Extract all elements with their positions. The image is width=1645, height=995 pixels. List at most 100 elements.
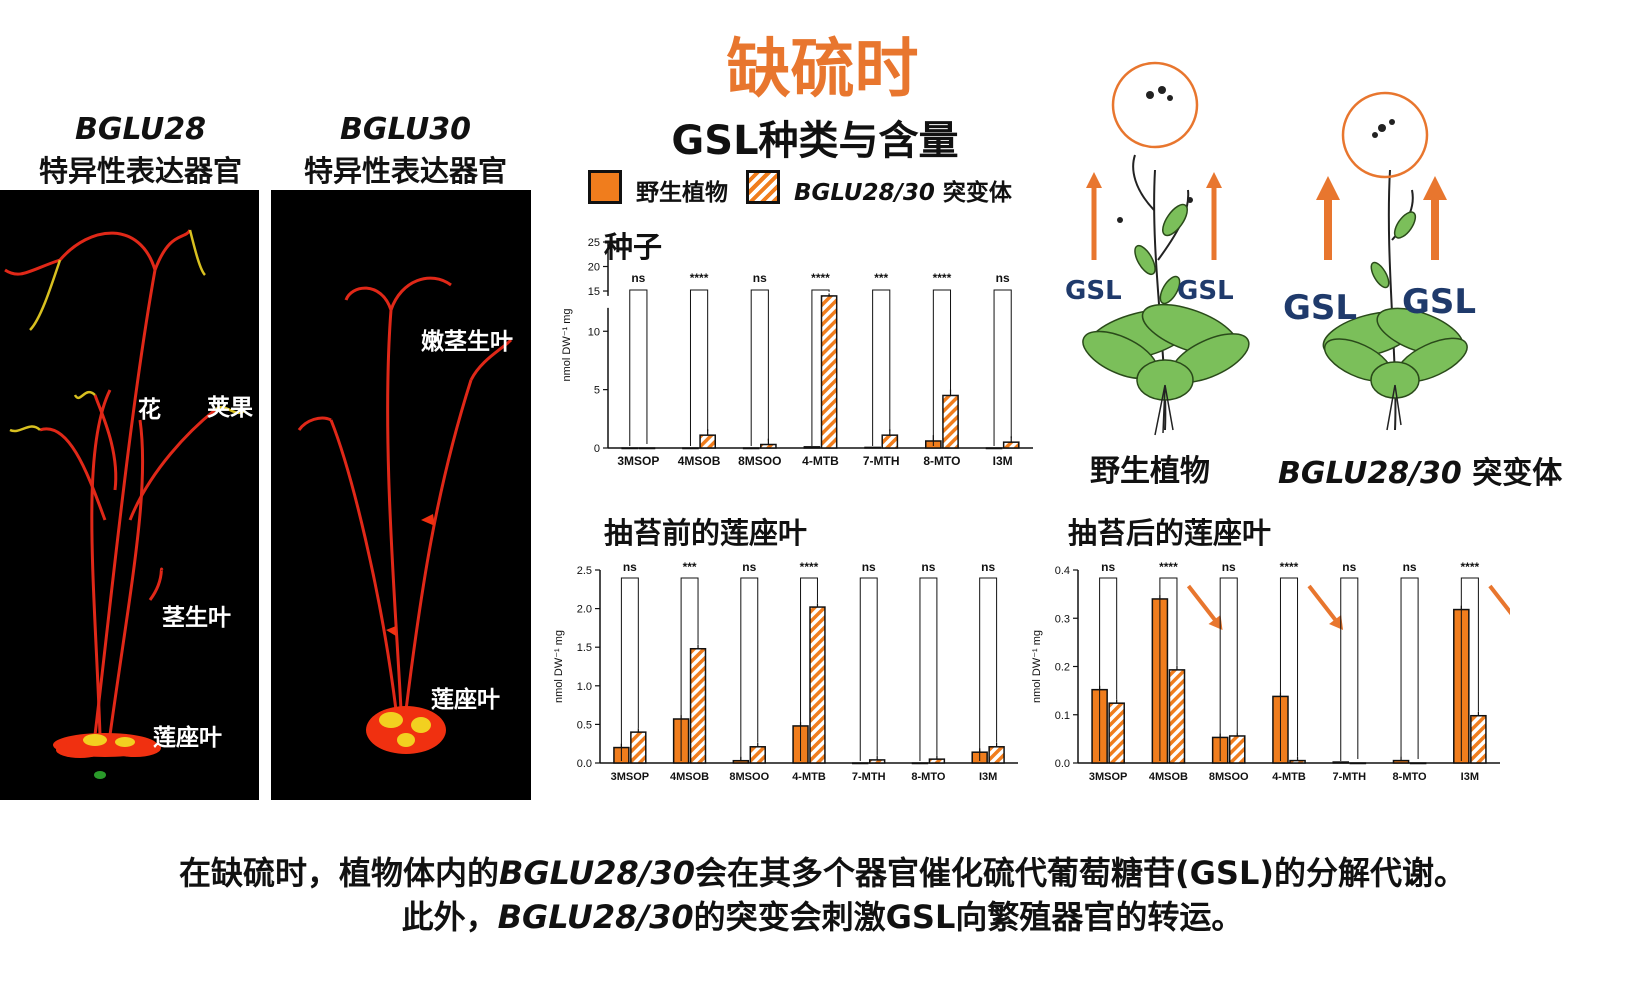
bar-wild [742,447,760,450]
chart2-title: 抽苔前的莲座叶 [604,516,808,550]
bar-mutant [638,447,656,450]
significance-bracket [750,289,769,446]
y-tick-label: 25 [588,237,600,249]
panel1-gene: BGLU28 [74,112,207,147]
bar-mutant [749,746,766,764]
bglu30-expression-photo: 嫩茎生叶 莲座叶 [271,190,531,800]
bar-mutant [1470,714,1487,764]
decrease-arrow [1186,584,1219,624]
diagram-mutant-gene: BGLU28/30 [1278,456,1462,491]
x-tick-label: 4MSOB [1149,771,1188,783]
significance-bracket [1279,577,1299,761]
bar-wild [911,762,929,765]
mutant-plant [1316,91,1468,431]
significance-bracket [979,577,998,761]
significance-bracket [1219,577,1238,761]
y-tick-label: 5 [594,385,600,397]
significance-label: **** [933,271,952,285]
bar-mutant [689,647,707,764]
y-tick-label: 0.3 [1055,613,1070,625]
significance-label: **** [690,271,709,285]
significance-label: ns [996,271,1010,285]
y-axis-label: nmol DW⁻¹ mg [561,308,573,381]
x-tick-label: 3MSOP [617,454,659,468]
bar-mutant [809,606,826,764]
bar-wild [864,446,881,449]
bar-mutant [988,746,1005,764]
significance-label: ns [631,271,645,285]
significance-label: ns [1222,560,1236,574]
bar-mutant [1108,702,1125,764]
significance-bracket [1099,577,1118,761]
x-tick-label: 4MSOB [678,454,721,468]
significance-bracket [1460,577,1479,761]
bar-mutant [1289,759,1306,764]
caption-2a: 此外， [401,898,498,936]
bar-mutant [928,758,946,764]
significance-bracket [689,289,709,446]
significance-label: **** [1159,560,1178,574]
y-tick-label: 20 [588,262,600,274]
y-tick-label: 1.0 [577,681,592,693]
significance-label: **** [1461,560,1480,574]
significance-bracket [1340,577,1359,761]
significance-label: *** [683,560,697,574]
caption-2b: 的突变会刺激GSL向繁殖器官的转运。 [693,898,1244,936]
significance-bracket [680,577,699,761]
significance-bracket [872,289,891,446]
gsl-label-wild-left: GSL [1065,276,1122,306]
label-pod: 荚果 [207,395,253,421]
bar-wild [852,762,869,765]
significance-label: ns [1403,560,1417,574]
gsl-label-mutant-right: GSL [1402,282,1477,322]
legend-mutant-swatch [746,170,780,204]
decrease-arrowhead [1208,615,1223,630]
bar-mutant [699,434,716,449]
x-tick-label: 8MSOO [729,771,769,783]
diagram-mutant-suffix: 突变体 [1461,456,1563,491]
x-tick-label: 8MSOO [1209,771,1249,783]
x-tick-label: I3M [993,454,1013,468]
x-tick-label: 4-MTB [792,771,826,783]
gsl-transport-diagram [1082,61,1468,436]
x-tick-label: 7-MTH [852,771,886,783]
bar-wild [803,446,821,449]
y-tick-label: 0 [594,443,600,455]
bar-mutant [820,295,838,449]
x-tick-label: 8-MTO [1393,771,1427,783]
significance-label: **** [800,560,819,574]
significance-bracket [620,577,639,761]
diagram-mutant-label: BGLU28/30 突变体 [1278,448,1562,492]
y-tick-label: 15 [588,286,600,298]
pre-bolting-rosette-chart: 0.0 0.5 1.0 1.5 2.0 2.5 nmol DW⁻¹ mg ns 3MSOP ***… [553,560,1018,783]
legend-mutant-suffix: 突变体 [934,180,1012,206]
y-tick-label: 0.5 [577,719,592,731]
caption-1a: 在缺硫时，植物体内的 [178,854,499,892]
page-title: 缺硫时 [726,33,919,107]
bglu28-expression-photo: 花 荚果 茎生叶 莲座叶 [0,190,259,800]
bglu30-plant-illustration [297,276,513,754]
decrease-arrow [1488,584,1510,616]
wild-type-plant [1082,61,1250,436]
y-tick-label: 0.1 [1055,710,1070,722]
panel2-gene: BGLU30 [339,112,472,147]
y-tick-label: 1.5 [577,642,592,654]
caption-2-gene: BGLU28/30 [497,898,694,936]
bar-mutant [1002,441,1020,449]
significance-label: *** [874,271,888,285]
bar-wild [732,759,750,764]
post-bolting-rosette-chart: 0.0 0.1 0.2 0.3 0.4 nmol DW⁻¹ mg ns 3MSOP **** 4M… [1031,560,1510,783]
seed-gsl-chart: 0 5 10 15 20 25 nmol DW⁻¹ mg ns 3MSOP **** 4MSOB ns… [561,237,1033,468]
legend-wild-swatch [588,170,622,204]
x-tick-label: 4-MTB [1272,771,1306,783]
significance-label: ns [742,560,756,574]
significance-bracket [800,577,818,761]
bglu28-plant-illustration [4,229,246,779]
bar-mutant [942,394,959,449]
y-tick-label: 2.5 [577,565,592,577]
label-rosette-leaf: 莲座叶 [153,725,222,751]
significance-bracket [859,577,878,761]
significance-label: ns [1342,560,1356,574]
significance-bracket [932,289,952,446]
legend-wild-label: 野生植物 [636,180,728,206]
